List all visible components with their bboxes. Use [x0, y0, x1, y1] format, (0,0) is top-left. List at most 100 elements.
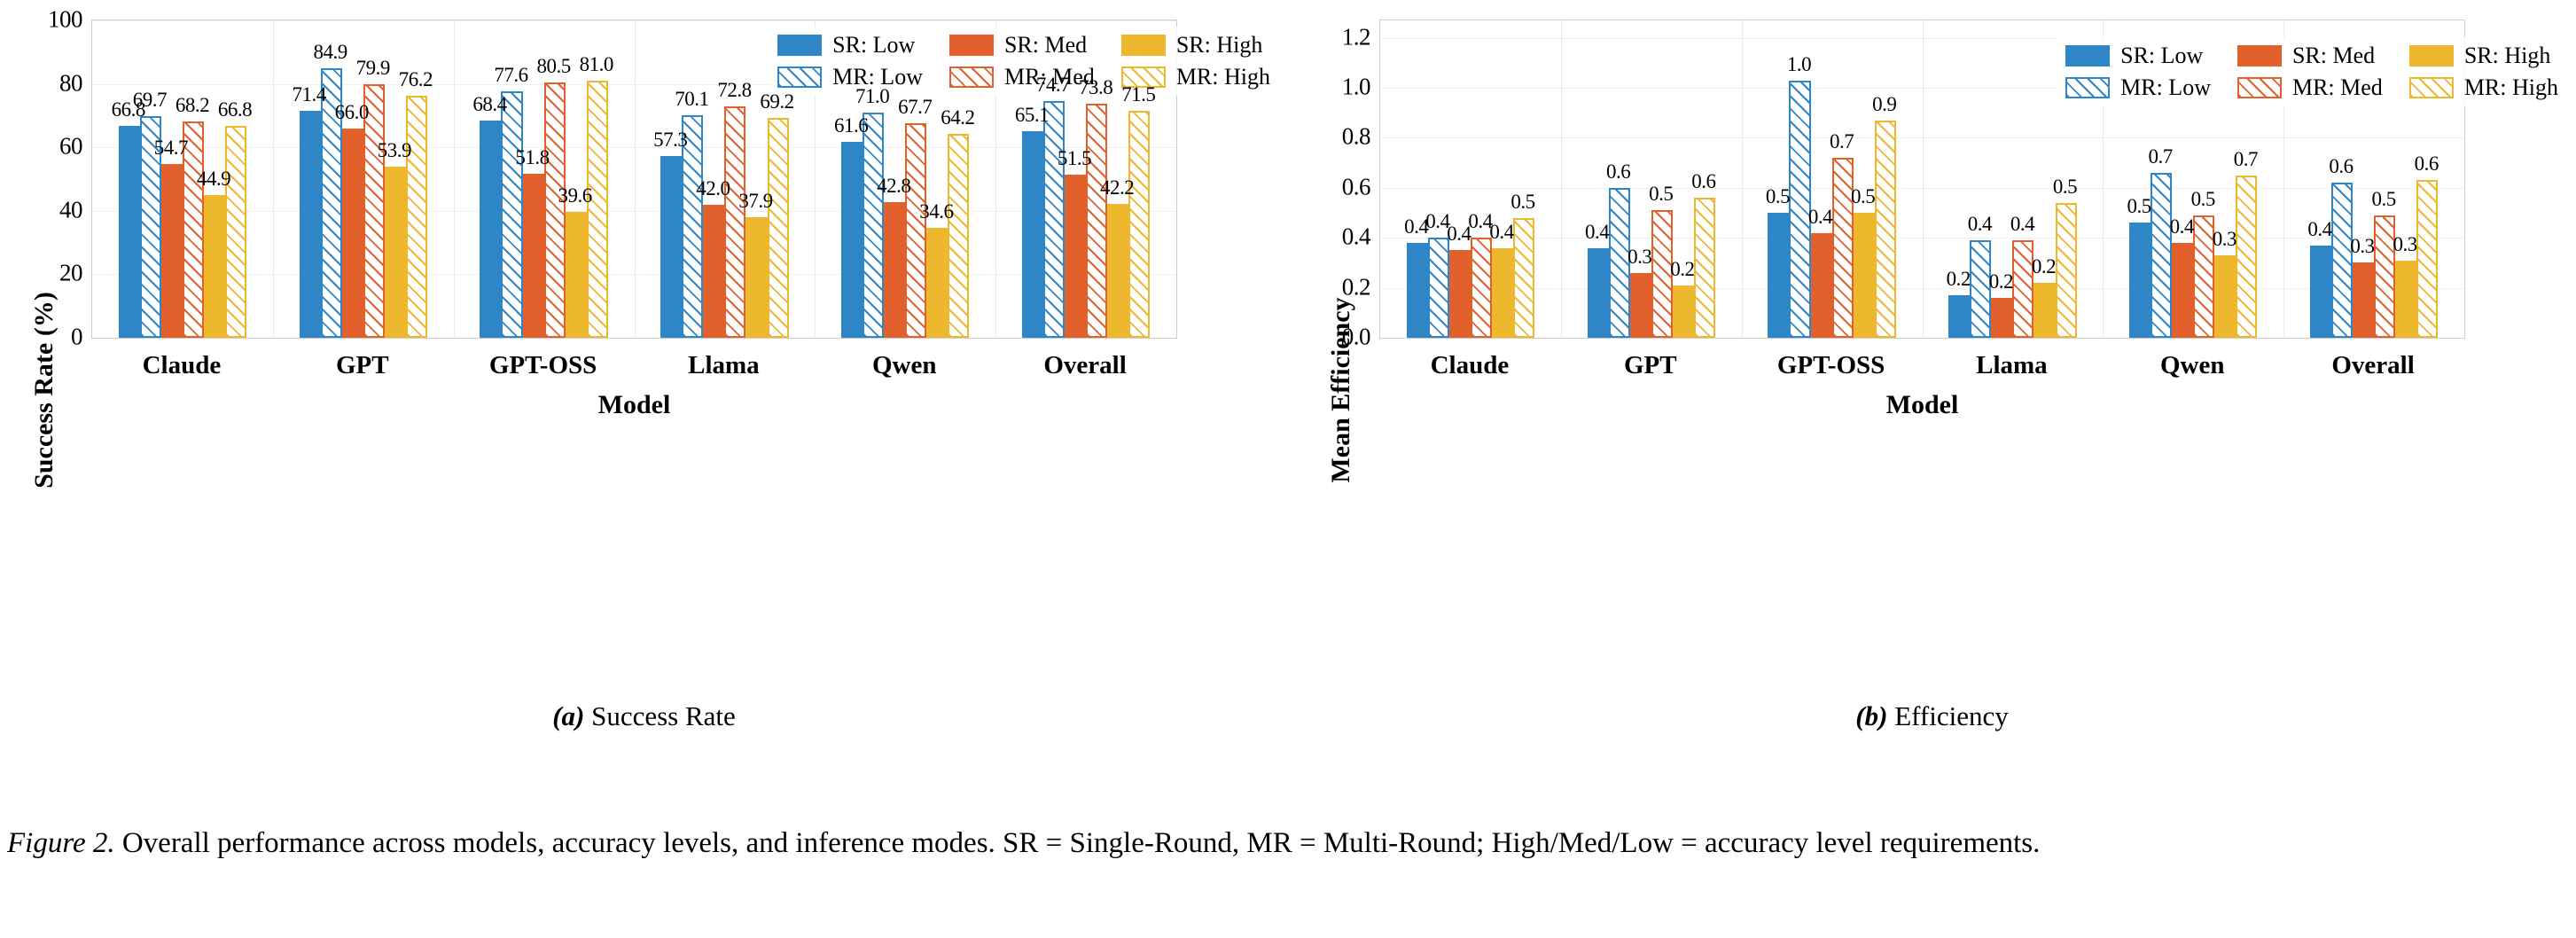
- legend-item-sr-high[interactable]: SR: High: [2408, 43, 2558, 69]
- bar-qwen-mr-med: [905, 122, 927, 338]
- bar-overall-mr-low: [1042, 100, 1066, 338]
- legend-item-mr-med[interactable]: MR: Med: [2236, 74, 2383, 101]
- bar-llama-mr-high: [767, 118, 789, 338]
- x-axis-label-a: Model: [597, 390, 671, 419]
- bar-overall-sr-med: [1065, 174, 1087, 338]
- bar-value-label: 61.6: [833, 114, 869, 137]
- y-tick-label: 20: [59, 259, 83, 286]
- y-tick-label: 80: [59, 69, 83, 97]
- bar-gpt-mr-low: [1608, 187, 1630, 338]
- bar-claude-sr-low: [118, 125, 140, 338]
- bar-value-label: 39.6: [558, 184, 593, 207]
- legend-swatch-icon: [2236, 77, 2282, 98]
- bar-value-label: 80.5: [536, 54, 571, 77]
- bar-value-label: 0.5: [2190, 187, 2216, 210]
- bar-value-label: 0.2: [1670, 257, 1695, 280]
- bar-value-label: 0.5: [1649, 183, 1674, 206]
- bar-claude-sr-high: [1491, 247, 1514, 338]
- subcaption-a-text: Success Rate: [591, 700, 736, 731]
- bar-overall-sr-high: [1107, 203, 1129, 338]
- y-axis-label-b: Mean Efficiency: [1326, 297, 1355, 483]
- bar-value-label: 70.1: [675, 88, 709, 111]
- y-tick-label: 1.2: [1341, 23, 1371, 51]
- y-tick-label: 0.0: [1341, 323, 1371, 350]
- y-tick-label: 1.0: [1341, 73, 1371, 100]
- bar-value-label: 37.9: [738, 190, 773, 213]
- legend-swatch-icon: [2408, 77, 2454, 98]
- bar-value-label: 66.8: [111, 98, 146, 121]
- legend-label: SR: Med: [2291, 43, 2376, 68]
- gridline-vertical: [634, 20, 636, 338]
- bar-value-label: 71.5: [1121, 83, 1156, 106]
- bar-llama-mr-high: [2055, 202, 2077, 338]
- bar-gpt-oss-sr-low: [480, 121, 502, 338]
- bar-qwen-sr-low: [841, 142, 863, 338]
- legend-success-rate: SR: Low SR: Med SR: High MR: Low MR: Med MR: …: [770, 27, 1277, 96]
- bar-claude-mr-low: [139, 116, 161, 338]
- bar-value-label: 0.4: [1425, 210, 1450, 233]
- bar-value-label: 0.4: [1404, 215, 1429, 238]
- legend-item-sr-low[interactable]: SR: Low: [777, 32, 923, 59]
- bar-qwen-sr-med: [2172, 242, 2194, 338]
- gridline-vertical: [2283, 20, 2285, 338]
- y-tick-label: 0.6: [1341, 173, 1371, 200]
- x-tick-label-claude: Claude: [1430, 351, 1510, 379]
- legend-item-sr-high[interactable]: SR: High: [1120, 32, 1270, 59]
- bar-value-label: 42.0: [696, 176, 730, 199]
- legend-item-mr-high[interactable]: MR: High: [1120, 64, 1270, 90]
- bar-qwen-mr-med: [2193, 215, 2215, 338]
- bar-value-label: 77.6: [494, 64, 528, 87]
- bar-gpt-sr-low: [1587, 247, 1609, 338]
- bar-value-label: 34.6: [919, 200, 954, 223]
- bar-llama-sr-med: [1991, 297, 2013, 338]
- bar-value-label: 0.4: [1489, 220, 1514, 243]
- bar-value-label: 0.4: [2307, 217, 2332, 240]
- legend-item-sr-low[interactable]: SR: Low: [2065, 43, 2211, 69]
- legend-label: SR: High: [2463, 43, 2551, 68]
- gridline-vertical: [1560, 20, 1562, 338]
- bar-overall-mr-med: [1086, 103, 1108, 338]
- legend-swatch-icon: [948, 35, 994, 56]
- legend-label: MR: High: [1175, 64, 1270, 90]
- legend-item-mr-high[interactable]: MR: High: [2408, 74, 2558, 101]
- legend-item-sr-med[interactable]: SR: Med: [948, 32, 1095, 59]
- bar-value-label: 0.9: [1872, 92, 1897, 115]
- bar-gpt-mr-low: [320, 68, 342, 338]
- subcaption-a-label: (a): [552, 700, 585, 731]
- bar-value-label: 0.4: [1584, 220, 1610, 243]
- legend-item-mr-low[interactable]: MR: Low: [777, 64, 923, 90]
- legend-item-mr-low[interactable]: MR: Low: [2065, 74, 2211, 101]
- bar-value-label: 51.8: [515, 145, 550, 168]
- bar-value-label: 66.0: [334, 100, 370, 123]
- bar-gpt-oss-sr-high: [1853, 213, 1875, 338]
- bar-value-label: 57.3: [653, 128, 688, 151]
- legend-item-sr-med[interactable]: SR: Med: [2236, 43, 2383, 69]
- bar-qwen-sr-high: [926, 228, 948, 338]
- x-tick-label-overall: Overall: [1043, 351, 1127, 379]
- bar-claude-mr-high: [1513, 217, 1535, 338]
- bar-claude-sr-med: [1448, 250, 1471, 338]
- legend-label: MR: Low: [832, 64, 923, 90]
- legend-label: SR: High: [1175, 32, 1263, 58]
- bar-value-label: 0.4: [1468, 210, 1493, 233]
- bar-value-label: 68.2: [175, 93, 210, 116]
- bar-gpt-oss-mr-med: [1831, 158, 1854, 338]
- bar-value-label: 66.8: [217, 98, 253, 121]
- bar-gpt-sr-low: [299, 111, 321, 338]
- bar-qwen-sr-med: [884, 201, 906, 338]
- bar-value-label: 69.2: [760, 90, 794, 113]
- bar-value-label: 76.2: [398, 68, 433, 91]
- x-tick-label-llama: Llama: [1976, 351, 2048, 379]
- bar-value-label: 0.5: [2127, 195, 2151, 218]
- bar-value-label: 0.5: [1510, 190, 1535, 213]
- legend-swatch-icon: [948, 66, 994, 88]
- bar-gpt-oss-sr-med: [1810, 232, 1832, 338]
- bar-gpt-oss-mr-high: [1874, 120, 1896, 338]
- bar-value-label: 0.4: [2169, 215, 2195, 238]
- figure-caption: Figure 2. Overall performance across mod…: [7, 825, 2569, 864]
- y-tick-label: 60: [59, 132, 83, 160]
- legend-item-mr-med[interactable]: MR: Med: [948, 64, 1095, 90]
- bar-value-label: 0.3: [2350, 235, 2375, 258]
- legend-label: MR: High: [2463, 74, 2558, 100]
- bar-value-label: 0.7: [2233, 147, 2259, 170]
